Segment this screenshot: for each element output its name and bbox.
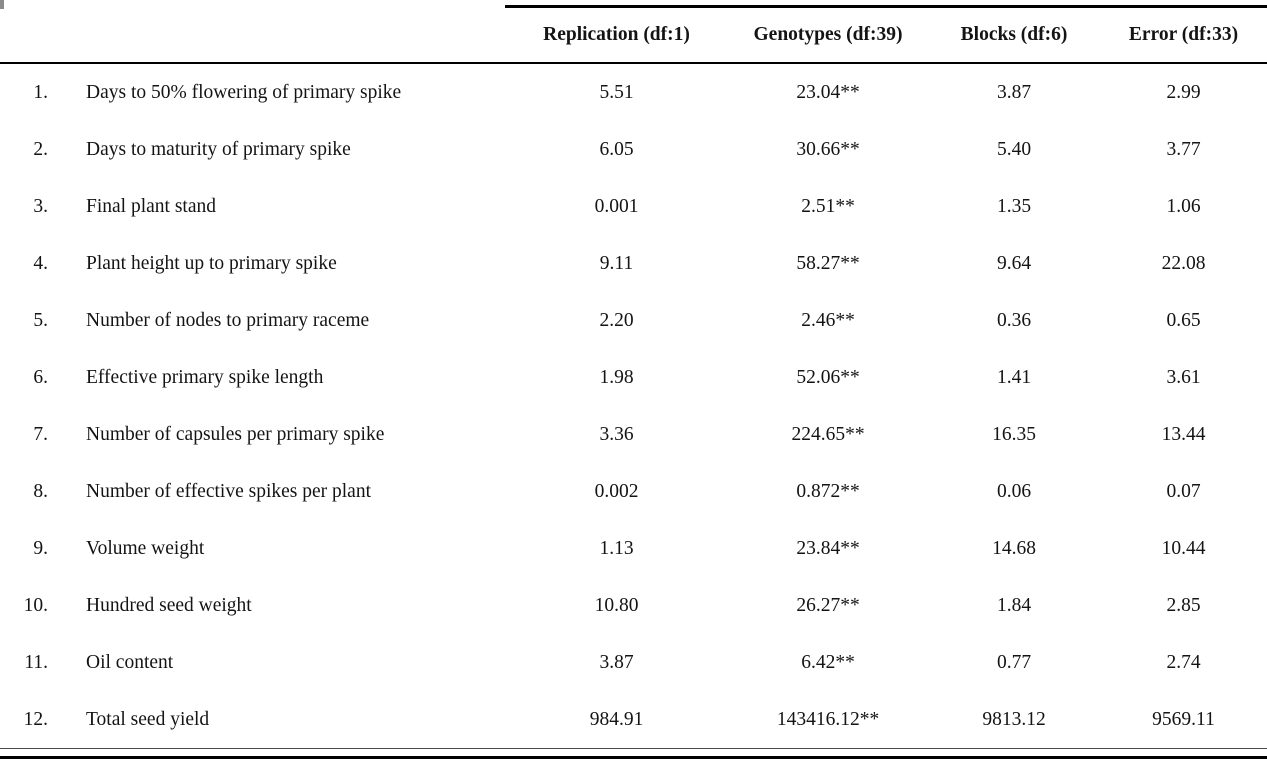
replication-value: 5.51 [599,81,634,103]
row-number: 3. [33,195,48,217]
table-row: 6. Effective primary spike length 1.98 52.0… [0,349,1267,406]
row-number: 4. [33,252,48,274]
table-body: 1. Days to 50% flowering of primary spike… [0,63,1267,749]
trait-name: Effective primary spike length [86,366,324,388]
row-number: 7. [33,423,48,445]
table-row: 4. Plant height up to primary spike 9.11 58… [0,235,1267,292]
blocks-value: 0.36 [996,309,1032,331]
header-cell-empty-number [0,6,50,64]
replication-value: 3.87 [599,651,634,673]
genotypes-value: 2.46** [801,309,855,331]
blocks-value: 0.77 [996,651,1032,673]
row-number: 9. [33,537,48,559]
blocks-value: 16.35 [992,423,1036,445]
replication-value: 6.05 [599,138,634,160]
table-row: 1. Days to 50% flowering of primary spike… [0,63,1267,121]
genotypes-value: 224.65** [791,423,865,445]
replication-value: 3.36 [599,423,634,445]
table-row: 10. Hundred seed weight 10.80 26.27** 1.84 2.… [0,577,1267,634]
row-number: 12. [0,691,50,749]
table-row: 5. Number of nodes to primary raceme 2.20 2… [0,292,1267,349]
row-number: 2. [33,138,48,160]
genotypes-value: 58.27** [796,252,860,274]
blocks-value: 5.40 [996,138,1032,160]
replication-value: 9.11 [599,252,634,274]
row-number: 10. [23,594,48,616]
trait-name: Final plant stand [86,195,216,217]
row-number: 8. [33,480,48,502]
blocks-value: 3.87 [996,81,1032,103]
error-value: 2.85 [1166,594,1201,616]
replication-value: 2.20 [599,309,634,331]
genotypes-value: 52.06** [796,366,860,388]
table-row: 11. Oil content 3.87 6.42** 0.77 2.74 [0,634,1267,691]
replication-value: 0.002 [594,480,639,502]
error-value: 2.74 [1166,651,1201,673]
replication-value: 0.001 [594,195,639,217]
trait-name: Number of effective spikes per plant [86,480,371,502]
trait-name: Number of capsules per primary spike [86,423,385,445]
genotypes-value: 23.04** [796,81,860,103]
table-row: 7. Number of capsules per primary spike 3.… [0,406,1267,463]
table-row: 9. Volume weight 1.13 23.84** 14.68 10.44 [0,520,1267,577]
blocks-value: 1.35 [996,195,1032,217]
trait-name: Total seed yield [50,691,505,749]
header-cell-blocks: Blocks (df:6) [928,5,1100,64]
header-cell-replication: Replication (df:1) [505,5,728,64]
trait-name: Days to maturity of primary spike [86,138,351,160]
error-value: 3.61 [1166,366,1201,388]
error-value: 2.99 [1166,81,1201,103]
error-value: 1.06 [1166,195,1201,217]
header-cell-genotypes: Genotypes (df:39) [728,5,928,64]
row-number: 5. [33,309,48,331]
replication-value: 10.80 [594,594,639,616]
genotypes-value: 26.27** [796,594,860,616]
genotypes-value: 30.66** [796,138,860,160]
trait-name: Volume weight [86,537,205,559]
error-value: 22.08 [1161,252,1206,274]
blocks-value: 1.41 [996,366,1032,388]
trait-name: Plant height up to primary spike [86,252,337,274]
table-row: 8. Number of effective spikes per plant 0.… [0,463,1267,520]
trait-name: Hundred seed weight [86,594,252,616]
trait-name: Oil content [86,651,174,673]
error-value: 0.07 [1166,480,1201,502]
replication-value: 1.98 [599,366,634,388]
error-value: 13.44 [1161,423,1206,445]
scan-artifact [0,0,4,9]
blocks-value: 9813.12 [928,691,1100,749]
error-value: 3.77 [1166,138,1201,160]
row-number: 11. [24,651,48,673]
row-number: 1. [33,81,48,103]
genotypes-value: 23.84** [796,537,860,559]
table-row: 2. Days to maturity of primary spike 6.05 3… [0,121,1267,178]
genotypes-value: 143416.12** [728,691,928,749]
replication-value: 984.91 [505,691,728,749]
header-row: Replication (df:1) Genotypes (df:39) Blo… [0,5,1267,64]
genotypes-value: 0.872** [796,480,860,502]
table-bottom-rule [0,756,1267,759]
error-value: 0.65 [1166,309,1201,331]
trait-name: Days to 50% flowering of primary spike [86,81,402,103]
error-value: 10.44 [1161,537,1206,559]
header-cell-empty-trait [50,6,505,64]
replication-value: 1.13 [599,537,634,559]
table-row: 12. Total seed yield 984.91 143416.12** 9813… [0,691,1267,749]
genotypes-value: 6.42** [801,651,855,673]
error-value: 9569.11 [1100,691,1267,749]
trait-name: Number of nodes to primary raceme [86,309,370,331]
blocks-value: 0.06 [996,480,1032,502]
table-row: 3. Final plant stand 0.001 2.51** 1.35 1.06 [0,178,1267,235]
blocks-value: 9.64 [996,252,1032,274]
blocks-value: 1.84 [996,594,1032,616]
genotypes-value: 2.51** [801,195,855,217]
header-cell-error: Error (df:33) [1100,5,1267,64]
blocks-value: 14.68 [992,537,1036,559]
row-number: 6. [33,366,48,388]
anova-table: Replication (df:1) Genotypes (df:39) Blo… [0,5,1267,749]
